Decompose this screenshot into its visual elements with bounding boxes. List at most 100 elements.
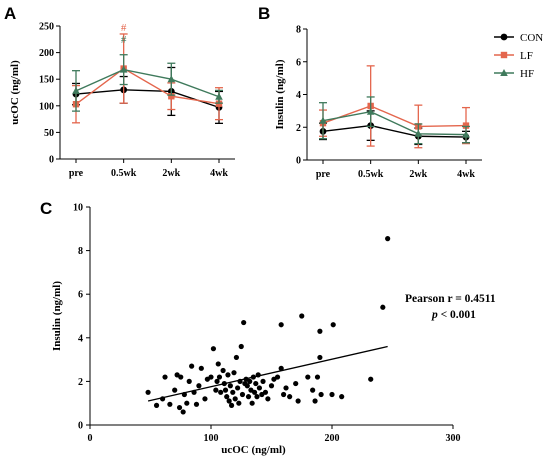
- scatter-point: [196, 383, 202, 389]
- panel-a-data-point-lf: [168, 93, 175, 100]
- scatter-point: [145, 389, 151, 395]
- scatter-point: [251, 389, 258, 395]
- panel-a-significance-mark: #: [121, 34, 127, 46]
- panel-label-c: C: [40, 199, 52, 218]
- scatter-point: [218, 389, 224, 395]
- panel-label-b: B: [258, 4, 270, 23]
- panel-c-x-tick-label: 300: [446, 433, 461, 444]
- scatter-point: [230, 389, 236, 395]
- panel-b-data-point-hf: [366, 107, 375, 115]
- scatter-point: [339, 394, 345, 400]
- panel-b-series-line-lf: [322, 105, 467, 128]
- scatter-point: [176, 404, 183, 411]
- panel-a-y-tick-label: 0: [49, 155, 54, 166]
- panel-a-x-tick-label: 4wk: [210, 168, 228, 179]
- scatter-point: [235, 385, 241, 391]
- scatter-point: [245, 394, 252, 400]
- panel-a-y-tick-label: 200: [39, 48, 54, 59]
- scatter-point: [216, 374, 223, 380]
- scatter-point: [225, 372, 231, 378]
- scatter-point: [189, 363, 195, 369]
- panel-a-series-line-con: [75, 89, 220, 109]
- panel-b-y-tick-label: 4: [296, 90, 301, 101]
- scatter-point: [380, 304, 386, 310]
- scatter-point: [208, 374, 214, 380]
- scatter-point: [265, 396, 271, 402]
- scatter-point: [239, 391, 246, 398]
- scatter-point: [262, 389, 269, 395]
- panel-c-y-tick-label: 10: [73, 203, 83, 214]
- panel-a-x-tick-label: pre: [69, 168, 84, 179]
- panel-b-x-tick-label: 4wk: [457, 169, 475, 180]
- chart-panel-b: 0 2 4 6 8 pre 0.5wk 2wk 4wk Insulin (ng/ml): [274, 25, 482, 180]
- panel-a-data-point-hf: [215, 92, 223, 100]
- panel-b-y-tick-label: 6: [296, 57, 301, 68]
- panel-a-significance-mark: #: [121, 22, 127, 34]
- legend-marker-hf: [500, 69, 508, 76]
- scatter-point: [172, 387, 178, 393]
- legend-marker-con: [500, 33, 508, 41]
- panel-c-x-tick-label: 0: [88, 433, 93, 444]
- scatter-point: [215, 361, 221, 367]
- scatter-point: [186, 378, 192, 384]
- panel-a-y-tick-label: 100: [39, 101, 54, 112]
- panel-b-x-tick-label: 2wk: [409, 169, 427, 180]
- scatter-point: [167, 401, 173, 407]
- scatter-point: [232, 396, 238, 402]
- legend-label-lf: LF: [520, 50, 533, 62]
- panel-b-y-axis-title: Insulin (ng/ml): [274, 59, 286, 129]
- scatter-point: [244, 383, 250, 389]
- scatter-point: [268, 383, 275, 389]
- scatter-point: [385, 236, 391, 242]
- scatter-point: [224, 394, 230, 400]
- scatter-point: [178, 374, 184, 380]
- scatter-point: [238, 343, 244, 350]
- panel-b-series-line-con: [322, 124, 467, 138]
- panel-c-x-tick-label: 100: [204, 433, 219, 444]
- panel-b-data-point-hf: [414, 129, 423, 137]
- chart-panel-a: 0 50 100 150 200 250 pre 0.5wk 2wk 4wk ucOC (ng/ml…: [9, 22, 235, 179]
- panel-a-x-tick-label: 0.5wk: [111, 168, 137, 179]
- legend-marker-lf: [500, 51, 508, 59]
- panel-b-y-tick-label: 0: [296, 156, 301, 167]
- panel-b-data-point-hf: [462, 130, 470, 138]
- panel-a-data-point-hf: [119, 65, 128, 73]
- panel-c-y-tick-label: 0: [78, 421, 83, 432]
- legend-label-con: CON: [520, 32, 543, 44]
- scatter-point: [329, 391, 335, 398]
- panel-a-y-axis-title: ucOC (ng/ml): [9, 60, 21, 125]
- scatter-point: [314, 374, 321, 380]
- panel-a-series-line-lf: [75, 67, 220, 105]
- scatter-point: [233, 354, 240, 361]
- regression-line: [147, 345, 388, 402]
- scatter-point: [299, 313, 305, 319]
- scatter-point: [210, 346, 217, 352]
- panel-c-y-tick-label: 4: [78, 333, 83, 344]
- panel-b-y-tick-label: 8: [296, 25, 301, 36]
- panel-c-y-tick-label: 2: [78, 377, 83, 388]
- panel-b-x-tick-label: 0.5wk: [358, 169, 384, 180]
- pearson-r-label: Pearson r = 0.4511: [405, 293, 496, 305]
- panel-b-data-point-lf: [462, 122, 470, 129]
- scatter-point: [254, 394, 260, 400]
- scatter-point: [283, 385, 289, 391]
- legend-label-hf: HF: [520, 68, 534, 80]
- scatter-point: [317, 354, 323, 361]
- panel-label-a: A: [4, 4, 16, 23]
- scatter-point: [293, 380, 299, 387]
- scatter-point: [247, 378, 253, 384]
- panel-a-y-tick-label: 150: [39, 75, 54, 86]
- scatter-point: [278, 365, 284, 371]
- scatter-point: [241, 319, 247, 326]
- scatter-point: [214, 378, 220, 384]
- panel-b-data-point-hf: [319, 116, 327, 124]
- scatter-point: [305, 374, 311, 380]
- scatter-point: [153, 402, 160, 408]
- scatter-point: [202, 396, 208, 402]
- panel-c-y-tick-label: 8: [78, 246, 83, 257]
- panel-c-x-tick-label: 200: [325, 433, 340, 444]
- scatter-point: [249, 400, 255, 406]
- panel-c-y-tick-label: 6: [78, 290, 83, 301]
- scatter-point: [213, 387, 219, 393]
- panel-c-y-axis-title: Insulin (ng/ml): [51, 281, 63, 351]
